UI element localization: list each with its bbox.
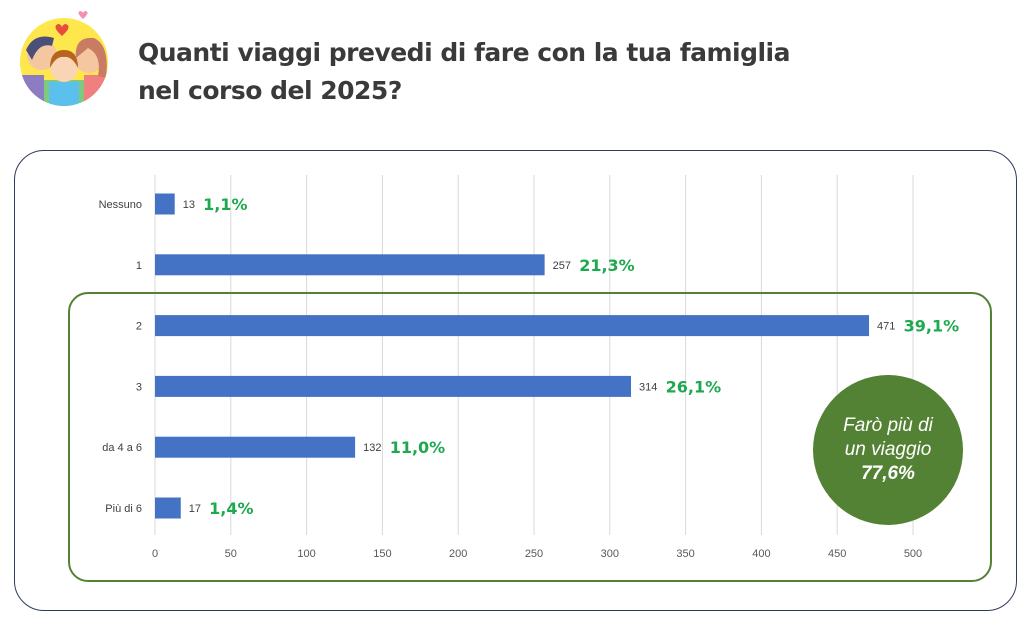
x-tick-label: 500 — [904, 548, 922, 560]
chart-frame — [14, 150, 1017, 611]
category-label: Nessuno — [99, 199, 142, 211]
bar — [155, 436, 356, 458]
x-tick-label: 200 — [449, 548, 467, 560]
title-line-2: nel corso del 2025? — [138, 76, 402, 105]
category-label: 1 — [136, 260, 142, 272]
bar — [155, 375, 632, 397]
percent-label: 11,0% — [390, 438, 446, 457]
family-icon — [20, 11, 108, 106]
x-tick-label: 450 — [828, 548, 846, 560]
page-title: Quanti viaggi prevedi di fare con la tua… — [138, 34, 790, 110]
x-tick-label: 400 — [752, 548, 770, 560]
summary-callout: Farò più di un viaggio 77,6% — [813, 375, 963, 525]
value-label: 13 — [183, 199, 195, 211]
x-tick-label: 0 — [152, 548, 158, 560]
value-label: 314 — [639, 381, 657, 393]
value-label: 17 — [189, 503, 201, 515]
callout-line-1: Farò più di — [843, 415, 933, 436]
highlight-box — [68, 292, 992, 582]
category-label: da 4 a 6 — [102, 442, 142, 454]
x-tick-label: 350 — [676, 548, 694, 560]
value-label: 132 — [363, 442, 381, 454]
percent-label: 1,1% — [203, 195, 247, 214]
percent-label: 39,1% — [904, 317, 960, 336]
callout-value: 77,6% — [861, 463, 915, 484]
x-tick-label: 300 — [601, 548, 619, 560]
category-label: 3 — [136, 381, 142, 393]
callout-line-2: un viaggio — [844, 439, 932, 460]
percent-label: 21,3% — [579, 256, 635, 275]
bar — [155, 254, 545, 276]
x-tick-label: 50 — [225, 548, 237, 560]
bar — [155, 315, 870, 337]
title-line-1: Quanti viaggi prevedi di fare con la tua… — [138, 38, 790, 67]
percent-label: 1,4% — [209, 499, 253, 518]
x-tick-label: 100 — [297, 548, 315, 560]
bar — [155, 193, 175, 215]
x-tick-label: 150 — [373, 548, 391, 560]
category-label: Più di 6 — [105, 503, 142, 515]
value-label: 471 — [877, 321, 895, 333]
x-tick-label: 250 — [525, 548, 543, 560]
percent-label: 26,1% — [666, 377, 722, 396]
category-label: 2 — [136, 321, 142, 333]
bar — [155, 497, 181, 519]
value-label: 257 — [553, 260, 571, 272]
